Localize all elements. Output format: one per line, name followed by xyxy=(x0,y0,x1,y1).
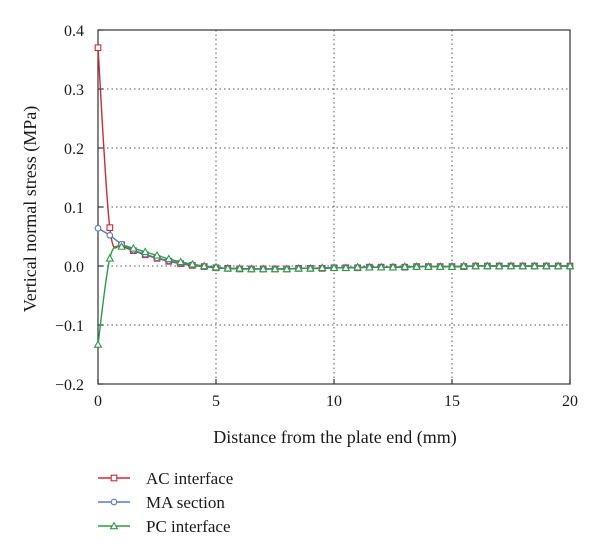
data-point-pc-interface xyxy=(447,262,457,270)
data-point-pc-interface xyxy=(376,262,386,271)
x-tick-label: 15 xyxy=(444,393,460,410)
data-point-pc-interface xyxy=(388,262,398,271)
data-point-pc-interface xyxy=(400,262,410,270)
series-group xyxy=(93,44,575,348)
data-point-pc-interface xyxy=(235,263,244,272)
y-tick-label: −0.2 xyxy=(55,377,84,394)
data-point-ac-interface xyxy=(94,44,102,52)
data-point-pc-interface xyxy=(140,247,150,256)
data-point-pc-interface xyxy=(329,263,339,272)
data-point-pc-interface xyxy=(129,243,138,252)
y-axis-title: Vertical normal stress (MPa) xyxy=(20,106,41,312)
data-point-pc-interface xyxy=(494,261,504,270)
data-point-pc-interface xyxy=(483,261,492,270)
y-tick-label: 0.0 xyxy=(64,259,84,276)
x-tick-label: 10 xyxy=(326,393,342,410)
data-point-pc-interface xyxy=(176,257,185,266)
legend-item-ac-interface: AC interface xyxy=(98,469,233,488)
data-point-pc-interface xyxy=(306,263,315,272)
data-point-pc-interface xyxy=(553,261,563,270)
data-point-pc-interface xyxy=(211,262,221,271)
data-point-pc-interface xyxy=(199,261,209,270)
data-point-pc-interface xyxy=(565,261,575,270)
data-point-pc-interface xyxy=(188,259,197,268)
data-point-ma-section xyxy=(106,231,114,239)
data-point-pc-interface xyxy=(518,261,528,270)
legend-label-ma-section: MA section xyxy=(146,493,225,512)
legend-swatch-marker xyxy=(110,474,118,482)
data-point-pc-interface xyxy=(117,241,126,250)
data-point-pc-interface xyxy=(506,261,516,270)
data-point-pc-interface xyxy=(152,250,162,259)
x-tick-label: 20 xyxy=(562,393,578,410)
legend-item-pc-interface: PC interface xyxy=(98,517,231,536)
series-pc-interface xyxy=(93,241,575,348)
x-tick-label: 0 xyxy=(94,393,102,410)
data-point-pc-interface xyxy=(353,262,362,271)
data-point-pc-interface xyxy=(258,264,268,273)
data-point-pc-interface xyxy=(365,262,374,271)
data-point-ma-section xyxy=(94,224,102,232)
data-point-pc-interface xyxy=(317,263,327,272)
data-point-pc-interface xyxy=(282,264,292,273)
grid xyxy=(98,30,570,384)
x-tick-label: 5 xyxy=(212,393,220,410)
data-point-pc-interface xyxy=(105,253,115,262)
legend-swatch-marker xyxy=(109,521,119,530)
y-tick-label: 0.1 xyxy=(64,200,84,217)
data-point-ac-interface xyxy=(106,224,114,232)
data-point-pc-interface xyxy=(530,261,539,270)
data-point-pc-interface xyxy=(471,261,480,270)
data-point-pc-interface xyxy=(164,254,174,263)
legend: AC interface MA section PC interface xyxy=(98,469,233,536)
data-point-pc-interface xyxy=(294,263,303,272)
data-point-pc-interface xyxy=(424,262,433,270)
data-point-pc-interface xyxy=(93,339,103,348)
y-tick-label: 0.4 xyxy=(64,23,84,40)
x-axis-title: Distance from the plate end (mm) xyxy=(213,427,456,448)
y-tick-label: −0.1 xyxy=(55,318,84,335)
legend-label-ac-interface: AC interface xyxy=(146,469,233,488)
legend-label-pc-interface: PC interface xyxy=(146,517,231,536)
data-point-pc-interface xyxy=(412,262,421,270)
data-point-pc-interface xyxy=(459,261,469,270)
data-point-pc-interface xyxy=(270,264,280,273)
legend-swatch-marker xyxy=(110,498,118,506)
y-tick-label: 0.2 xyxy=(64,141,84,158)
data-point-pc-interface xyxy=(223,263,233,272)
y-tick-label: 0.3 xyxy=(64,82,84,99)
tick-labels: 0 5 10 15 20 −0.2 −0.1 0.0 0.1 0.2 0.3 0.4 xyxy=(55,23,578,410)
data-point-pc-interface xyxy=(341,263,351,272)
data-point-pc-interface xyxy=(542,261,551,270)
data-point-pc-interface xyxy=(247,264,256,273)
legend-item-ma-section: MA section xyxy=(98,493,225,512)
data-point-pc-interface xyxy=(435,262,445,270)
